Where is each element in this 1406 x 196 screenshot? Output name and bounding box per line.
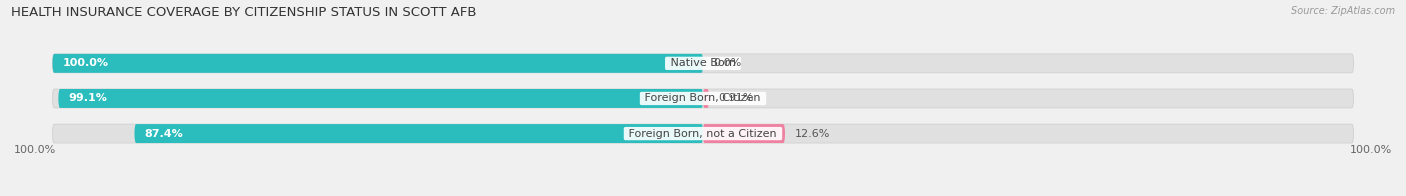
Text: 0.91%: 0.91% (718, 93, 754, 103)
Text: Native Born: Native Born (666, 58, 740, 68)
FancyBboxPatch shape (52, 54, 1354, 73)
FancyBboxPatch shape (703, 89, 709, 108)
Text: 0.0%: 0.0% (713, 58, 741, 68)
Text: Source: ZipAtlas.com: Source: ZipAtlas.com (1291, 6, 1395, 16)
Text: 99.1%: 99.1% (67, 93, 107, 103)
FancyBboxPatch shape (52, 124, 1354, 143)
FancyBboxPatch shape (52, 89, 1354, 108)
Text: 100.0%: 100.0% (14, 145, 56, 155)
FancyBboxPatch shape (135, 124, 703, 143)
Text: 100.0%: 100.0% (1350, 145, 1392, 155)
Text: HEALTH INSURANCE COVERAGE BY CITIZENSHIP STATUS IN SCOTT AFB: HEALTH INSURANCE COVERAGE BY CITIZENSHIP… (11, 6, 477, 19)
FancyBboxPatch shape (52, 54, 703, 73)
Text: 12.6%: 12.6% (794, 129, 830, 139)
Text: Foreign Born, Citizen: Foreign Born, Citizen (641, 93, 765, 103)
FancyBboxPatch shape (703, 124, 785, 143)
Text: 87.4%: 87.4% (145, 129, 183, 139)
Text: Foreign Born, not a Citizen: Foreign Born, not a Citizen (626, 129, 780, 139)
FancyBboxPatch shape (59, 89, 703, 108)
Text: 100.0%: 100.0% (62, 58, 108, 68)
